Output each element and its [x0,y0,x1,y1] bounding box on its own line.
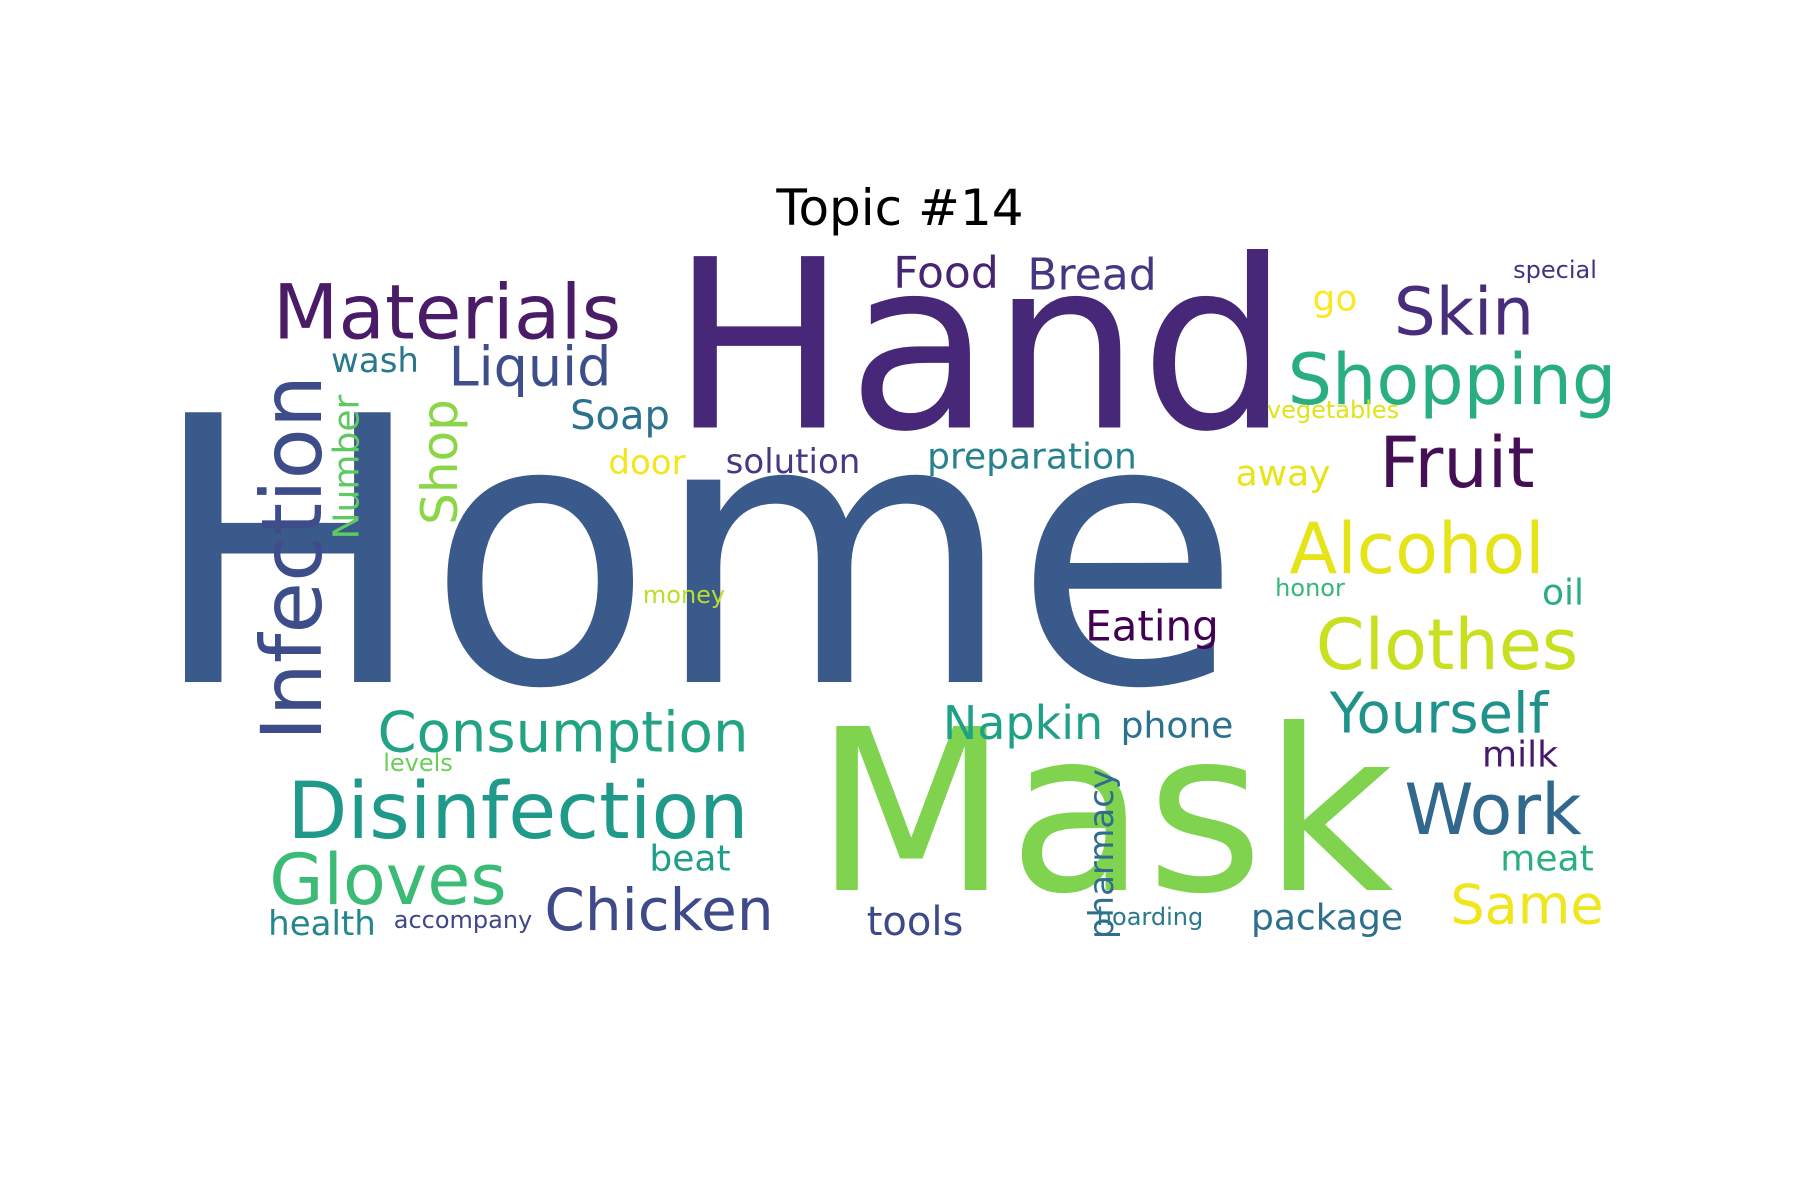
word-hoarding: hoarding [1097,903,1203,931]
word-soap: Soap [570,393,670,439]
word-pharmacy: pharmacy [1082,769,1122,939]
word-package: package [1251,898,1403,939]
word-skin: Skin [1394,274,1534,351]
word-accompany: accompany [394,906,533,934]
word-honor: honor [1275,574,1345,602]
word-food: Food [893,248,999,299]
word-preparation: preparation [927,437,1137,478]
word-meat: meat [1500,839,1593,880]
word-shop: Shop [411,399,469,525]
word-special: special [1513,256,1597,284]
word-gloves: Gloves [269,839,506,921]
word-eating: Eating [1085,602,1219,651]
word-yourself: Yourself [1329,682,1550,747]
word-mask: Mask [814,682,1394,944]
word-bread: Bread [1027,250,1156,301]
word-solution: solution [726,442,861,482]
word-phone: phone [1121,706,1234,747]
word-go: go [1313,279,1358,320]
word-health: health [268,904,376,944]
word-infection: Infection [243,375,341,741]
word-fruit: Fruit [1379,422,1534,504]
word-vegetables: vegetables [1267,396,1399,424]
word-chicken: Chicken [544,876,773,944]
word-materials: Materials [273,268,621,357]
word-number: Number [327,394,368,539]
word-door: door [608,443,685,483]
word-milk: milk [1482,735,1558,776]
word-oil: oil [1542,573,1584,614]
word-beat: beat [649,839,730,880]
word-away: away [1236,454,1331,495]
word-liquid: Liquid [449,336,612,399]
word-work: Work [1404,769,1582,851]
word-home: Home [149,340,1242,770]
word-wash: wash [331,341,419,381]
word-same: Same [1450,874,1603,937]
word-hand: Hand [671,211,1290,484]
figure-title: Topic #14 [776,179,1024,237]
word-consumption: Consumption [378,701,749,766]
word-alcohol: Alcohol [1289,508,1544,590]
word-clothes: Clothes [1316,604,1579,686]
word-levels: levels [383,749,453,777]
word-shopping: Shopping [1288,339,1617,421]
word-napkin: Napkin [943,696,1103,750]
word-disinfection: Disinfection [287,767,748,857]
word-money: money [643,581,725,609]
word-tools: tools [867,899,964,945]
